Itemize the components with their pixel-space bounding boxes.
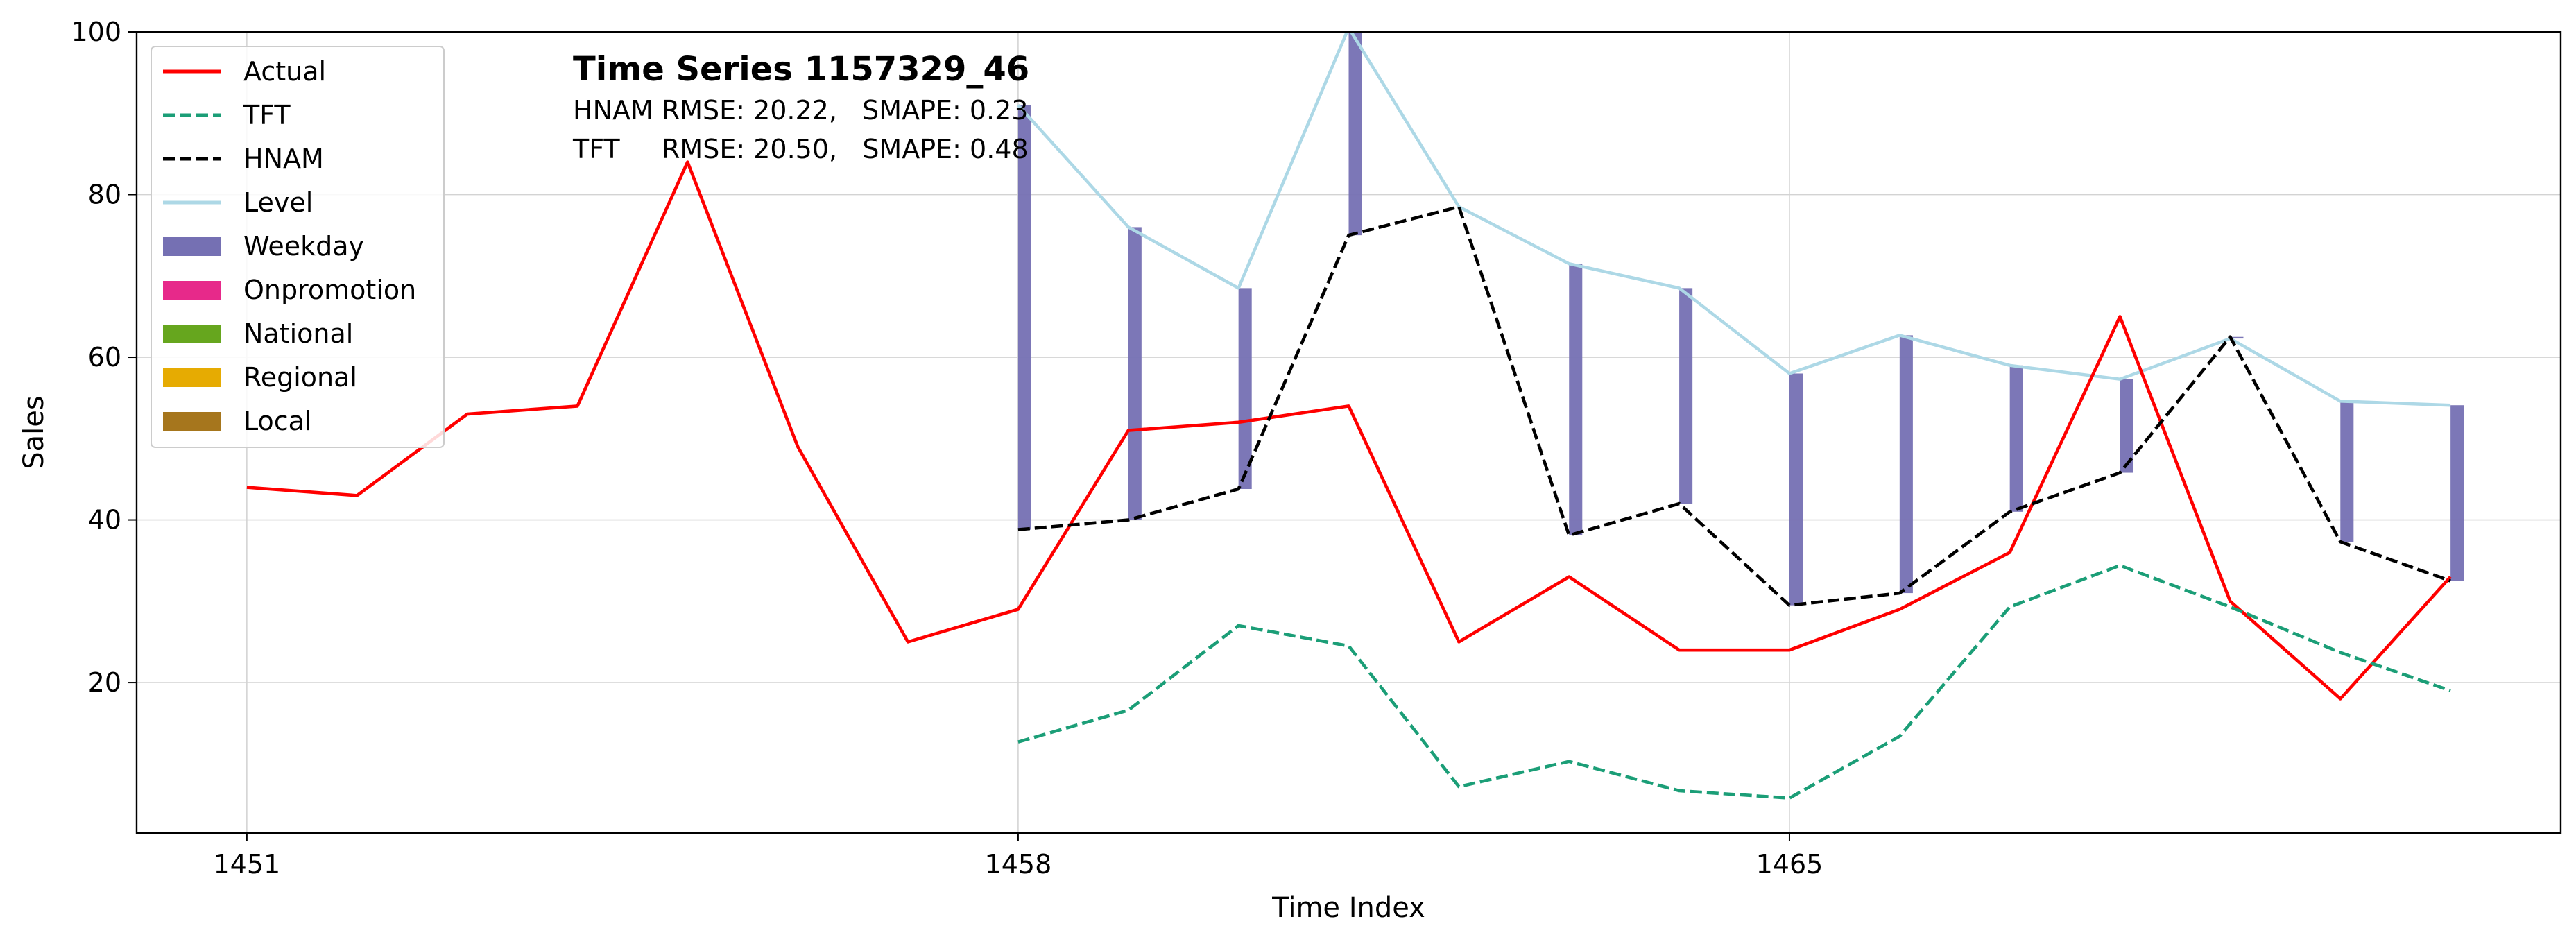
legend-local-swatch <box>163 412 221 431</box>
axis-ticks: 1451 1458 1465 20 40 60 80 100 <box>71 17 1823 879</box>
legend-onpromotion-swatch <box>163 281 221 300</box>
legend-box <box>151 46 445 448</box>
legend-national-swatch <box>163 325 221 343</box>
chart-subtitle-tft: TFT RMSE: 20.50, SMAPE: 0.48 <box>572 134 1029 164</box>
legend-tft-label: TFT <box>243 100 291 130</box>
weekday-bar <box>1679 288 1693 504</box>
plot-frame <box>135 31 2562 834</box>
x-tick-label: 1458 <box>985 849 1052 879</box>
chart-title: Time Series 1157329_46 <box>573 50 1029 89</box>
series-tft-line <box>1017 563 2451 800</box>
chart-subtitle-hnam: HNAM RMSE: 20.22, SMAPE: 0.23 <box>573 95 1028 126</box>
y-tick-label: 100 <box>71 17 121 47</box>
legend-local-label: Local <box>243 406 312 436</box>
y-tick-label: 20 <box>88 667 121 698</box>
legend-actual-label: Actual <box>243 56 326 87</box>
weekday-bars <box>1017 32 2464 606</box>
weekday-bar <box>1017 105 1031 530</box>
legend-weekday-label: Weekday <box>243 231 364 261</box>
x-tick-label: 1451 <box>214 849 281 879</box>
series-hnam-line <box>1017 205 2451 608</box>
x-axis-title: Time Index <box>1271 892 1425 924</box>
weekday-bar <box>1128 227 1142 520</box>
legend-level-label: Level <box>243 187 313 218</box>
weekday-bar <box>2230 336 2244 339</box>
weekday-bar <box>1789 373 1803 606</box>
weekday-bar <box>1899 335 1913 594</box>
legend-weekday-swatch <box>163 237 221 256</box>
series-actual-line <box>246 160 2452 701</box>
legend-hnam-label: HNAM <box>243 144 324 174</box>
weekday-bar <box>1238 288 1252 489</box>
y-tick-label: 60 <box>88 342 121 372</box>
legend-regional-swatch <box>163 368 221 387</box>
x-tick-label: 1465 <box>1756 849 1823 879</box>
y-tick-label: 40 <box>88 505 121 535</box>
weekday-bar <box>2009 365 2023 512</box>
series-level-line <box>1017 32 2451 407</box>
weekday-bar <box>1348 32 1362 236</box>
legend-regional-label: Regional <box>243 362 357 393</box>
series-lines <box>246 32 2452 800</box>
legend-onpromotion-label: Onpromotion <box>243 275 416 305</box>
legend: Actual TFT HNAM Level Weekday Onpromotion Nati… <box>151 46 445 448</box>
weekday-bar <box>2340 401 2354 542</box>
y-axis-title: Sales <box>18 395 50 469</box>
legend-national-label: National <box>243 318 353 349</box>
weekday-bar <box>2450 405 2464 581</box>
y-tick-label: 80 <box>88 180 121 210</box>
weekday-bar <box>1569 264 1583 535</box>
weekday-bar <box>2120 379 2133 473</box>
